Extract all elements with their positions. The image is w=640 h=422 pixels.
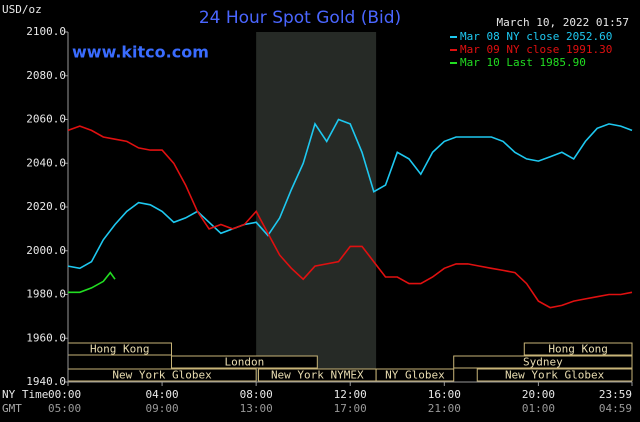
session-box xyxy=(375,368,455,382)
y-tick-label: 2060.0 xyxy=(26,113,66,126)
y-tick-label: 2080.0 xyxy=(26,69,66,82)
gmt-tick-label: 13:00 xyxy=(240,402,273,415)
x-row-label: NY Time xyxy=(2,388,48,401)
x-tick-label: 08:00 xyxy=(240,388,273,401)
gmt-tick-label: 17:00 xyxy=(334,402,367,415)
gmt-tick-label: 01:00 xyxy=(522,402,555,415)
session-label: Hong Kong xyxy=(548,343,608,356)
x-row-label: GMT xyxy=(2,402,22,415)
session-box xyxy=(170,355,318,369)
legend-label: Mar 09 NY close 1991.30 xyxy=(460,43,612,56)
x-tick-label: 20:00 xyxy=(522,388,555,401)
watermark: www.kitco.com xyxy=(72,43,209,62)
timestamp: March 10, 2022 01:57 xyxy=(497,16,629,29)
x-tick-label: 04:00 xyxy=(146,388,179,401)
x-tick-label: 00:00 xyxy=(48,388,81,401)
session-label: NY Globex xyxy=(385,369,445,382)
session-box xyxy=(523,342,633,356)
y-tick-label: 1980.0 xyxy=(26,288,66,301)
session-label: Hong Kong xyxy=(90,343,150,356)
legend-label: Mar 10 Last 1985.90 xyxy=(460,56,586,69)
series-line xyxy=(67,125,633,309)
session-label: New York NYMEX xyxy=(271,369,364,382)
session-box xyxy=(453,355,633,369)
y-tick-label: 1940.0 xyxy=(26,375,66,388)
series-line xyxy=(67,118,633,270)
y-tick-label: 2040.0 xyxy=(26,156,66,169)
shaded-region xyxy=(256,32,377,382)
x-tick-label: 16:00 xyxy=(428,388,461,401)
session-label: Sydney xyxy=(523,356,563,369)
gmt-tick-label: 04:59 xyxy=(599,402,632,415)
x-tick-label: 12:00 xyxy=(334,388,367,401)
chart-title: 24 Hour Spot Gold (Bid) xyxy=(199,8,401,28)
y-tick-label: 2020.0 xyxy=(26,200,66,213)
y-tick-label: 2100.0 xyxy=(26,25,66,38)
gmt-tick-label: 21:00 xyxy=(428,402,461,415)
gmt-tick-label: 09:00 xyxy=(146,402,179,415)
session-label: New York Globex xyxy=(505,369,605,382)
legend-label: Mar 08 NY close 2052.60 xyxy=(460,30,612,43)
session-label: London xyxy=(225,356,265,369)
x-tick-label: 23:59 xyxy=(599,388,632,401)
gmt-tick-label: 05:00 xyxy=(48,402,81,415)
y-axis-label: USD/oz xyxy=(2,3,42,16)
y-tick-label: 1960.0 xyxy=(26,331,66,344)
series-line xyxy=(68,271,116,294)
y-tick-label: 2000.0 xyxy=(26,244,66,257)
session-label: New York Globex xyxy=(112,369,212,382)
session-box xyxy=(476,368,633,382)
